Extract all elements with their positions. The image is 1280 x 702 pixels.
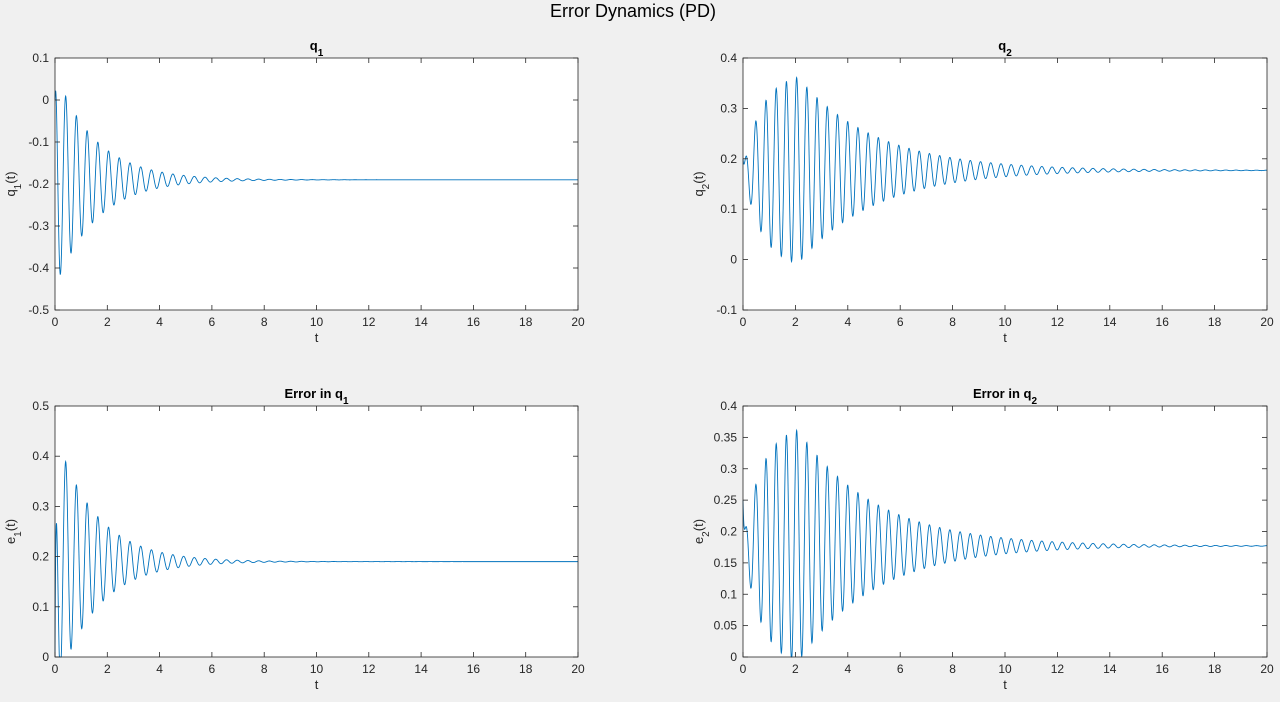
x-tick-label: 16 — [467, 662, 481, 676]
x-tick-label: 4 — [156, 315, 163, 329]
y-tick-label: 0.35 — [714, 430, 738, 444]
x-tick-label: 16 — [1156, 315, 1170, 329]
x-tick-label: 18 — [519, 315, 533, 329]
x-tick-label: 20 — [1260, 662, 1274, 676]
y-tick-label: 0 — [730, 253, 737, 267]
x-tick-label: 8 — [949, 662, 956, 676]
x-tick-label: 12 — [1051, 662, 1065, 676]
x-tick-label: 10 — [310, 662, 324, 676]
y-tick-label: -0.5 — [28, 303, 49, 317]
x-tick-label: 10 — [998, 315, 1012, 329]
y-axis-label: q1(t) — [3, 171, 24, 196]
x-tick-label: 2 — [792, 315, 799, 329]
subplot-title: q2 — [998, 38, 1012, 59]
y-tick-label: 0.1 — [32, 51, 49, 65]
x-tick-label: 14 — [414, 662, 428, 676]
y-tick-label: 0 — [730, 650, 737, 664]
y-tick-label: 0.2 — [720, 152, 737, 166]
y-axis-label: e1(t) — [3, 519, 24, 544]
x-tick-label: 4 — [156, 662, 163, 676]
subplot-4: 0 2 4 6 8 10 12 14 16 18 20 0 0.05 0.1 0.15 0.2 0.25 0.3 0… — [691, 386, 1274, 692]
axes-background — [55, 58, 578, 310]
figure-title: Error Dynamics (PD) — [550, 1, 716, 21]
x-axis-label: t — [1003, 677, 1007, 692]
x-tick-label: 18 — [1208, 662, 1222, 676]
subplot-3: 0 2 4 6 8 10 12 14 16 18 20 0 0.1 0.2 0.3 0.4 0.5 t e1(t) E… — [3, 386, 585, 692]
x-tick-label: 10 — [310, 315, 324, 329]
series-line-1 — [742, 428, 1267, 658]
x-tick-label: 0 — [52, 315, 59, 329]
x-tick-label: 4 — [844, 315, 851, 329]
y-tick-label: 0 — [42, 650, 49, 664]
x-tick-label: 2 — [792, 662, 799, 676]
x-tick-label: 16 — [467, 315, 481, 329]
x-tick-label: 8 — [261, 315, 268, 329]
subplot-2: 0 2 4 6 8 10 12 14 16 18 20-0.100.10.20.30.4tq2(t)… — [691, 38, 1274, 345]
x-tick-label: 6 — [209, 315, 216, 329]
y-tick-label: 0.4 — [32, 449, 49, 463]
x-axis-label: t — [315, 330, 319, 345]
x-tick-label: 10 — [998, 662, 1012, 676]
y-tick-label: 0.1 — [32, 600, 49, 614]
x-tick-label: 4 — [844, 662, 851, 676]
y-tick-label: 0.1 — [720, 202, 737, 216]
y-tick-label: 0.1 — [720, 587, 737, 601]
y-tick-label: -0.1 — [28, 135, 49, 149]
y-axis-label: e2(t) — [691, 519, 712, 544]
subplot-title: q1 — [310, 38, 324, 59]
y-tick-label: 0.3 — [720, 462, 737, 476]
y-tick-label: -0.4 — [28, 261, 49, 275]
x-tick-label: 14 — [414, 315, 428, 329]
y-tick-label: -0.3 — [28, 219, 49, 233]
x-tick-label: 12 — [362, 662, 376, 676]
x-tick-label: 0 — [740, 662, 747, 676]
x-tick-label: 6 — [897, 662, 904, 676]
y-tick-label: 0.4 — [720, 51, 737, 65]
y-axis-label: q2(t) — [691, 171, 712, 196]
x-tick-label: 2 — [104, 315, 111, 329]
x-tick-label: 16 — [1156, 662, 1170, 676]
x-tick-label: 12 — [1051, 315, 1065, 329]
x-tick-label: 6 — [209, 662, 216, 676]
x-tick-label: 18 — [1208, 315, 1222, 329]
subplot-1: 0 2 4 6 8 10 12 14 16 18 20 -0.5 -0.4 -0.3 -0.2 -0.1 0 0.… — [3, 38, 585, 345]
y-tick-label: -0.2 — [28, 177, 49, 191]
y-tick-label: 0.3 — [720, 101, 737, 115]
x-tick-label: 8 — [949, 315, 956, 329]
x-tick-label: 14 — [1103, 315, 1117, 329]
x-tick-label: 2 — [104, 662, 111, 676]
subplot-title: Error in q2 — [973, 386, 1038, 407]
series-line-1 — [742, 76, 1267, 264]
y-tick-label: 0.15 — [714, 556, 738, 570]
y-tick-label: 0.05 — [714, 619, 738, 633]
x-tick-label: 0 — [52, 662, 59, 676]
y-tick-label: 0.2 — [720, 525, 737, 539]
y-tick-label: 0 — [42, 93, 49, 107]
axes-background — [55, 406, 578, 657]
y-tick-label: 0.2 — [32, 550, 49, 564]
axes-background — [743, 58, 1267, 310]
series-line-1 — [54, 90, 578, 275]
x-tick-label: 18 — [519, 662, 533, 676]
x-axis-label: t — [315, 677, 319, 692]
axes-background — [743, 406, 1267, 657]
y-tick-label: 0.25 — [714, 493, 738, 507]
x-tick-label: 8 — [261, 662, 268, 676]
y-tick-label: 0.4 — [720, 399, 737, 413]
x-tick-label: 20 — [571, 315, 585, 329]
x-tick-label: 14 — [1103, 662, 1117, 676]
y-tick-label: 0.3 — [32, 499, 49, 513]
x-tick-label: 6 — [897, 315, 904, 329]
x-tick-label: 20 — [571, 662, 585, 676]
x-axis-label: t — [1003, 330, 1007, 345]
x-tick-label: 0 — [740, 315, 747, 329]
series-line-1 — [54, 459, 578, 658]
x-tick-label: 12 — [362, 315, 376, 329]
y-tick-label: -0.1 — [716, 303, 737, 317]
y-tick-label: 0.5 — [32, 399, 49, 413]
subplot-title: Error in q1 — [284, 386, 349, 407]
x-tick-label: 20 — [1260, 315, 1274, 329]
